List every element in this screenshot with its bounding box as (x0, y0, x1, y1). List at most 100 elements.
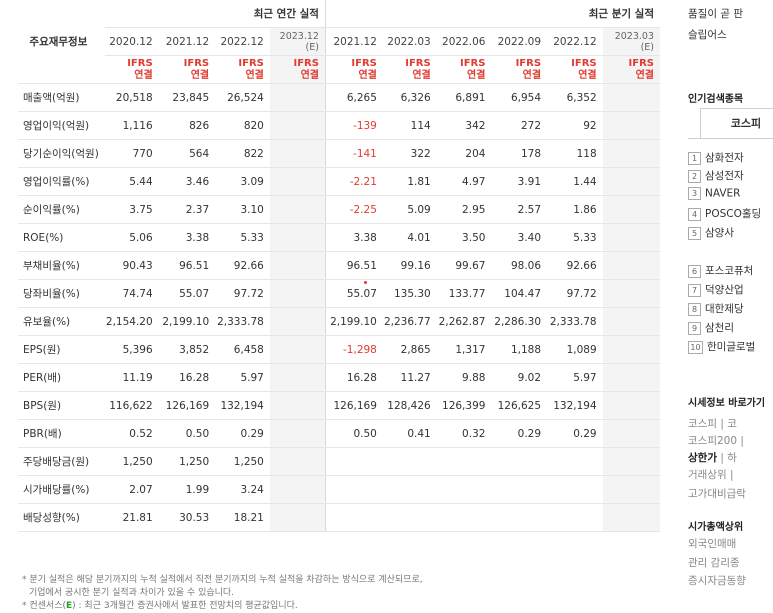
stock-name: 포스코퓨처 (705, 265, 754, 277)
rank-number: 9 (688, 321, 701, 335)
table-row: ROE(%) 5.06 3.38 5.33 3.38 4.01 3.50 3.40 5.33 (18, 223, 660, 252)
table-cell: 6,891 (436, 83, 492, 112)
table-cell: 3.09 (215, 167, 270, 196)
table-cell (547, 475, 603, 504)
market-link-foreign[interactable]: 외국인매매 (688, 538, 737, 550)
row-label[interactable]: PBR(배) (18, 419, 105, 448)
table-cell (547, 447, 603, 476)
market-link-upper-limit[interactable]: 상한가 | 하 (688, 452, 737, 464)
table-cell: 0.29 (491, 419, 548, 448)
market-cap-title[interactable]: 시가총액상위 (688, 522, 744, 533)
table-cell: 5.06 (104, 223, 159, 252)
table-cell: -1,298 (325, 335, 383, 364)
standard-row: IFRS 연결 IFRS 연결 IFRS 연결 IFRS 연결 IFRS 연결 IFRS 연결 IFRS… (18, 55, 660, 84)
row-label[interactable]: PER(배) (18, 363, 105, 392)
popular-stock-item[interactable]: 8 대한제당 (688, 301, 744, 316)
table-cell: 2,236.77 (382, 307, 437, 336)
table-cell: 96.51 (325, 251, 383, 280)
popular-stock-item[interactable]: 1 삼화전자 (688, 150, 744, 165)
table-cell: 0.50 (158, 419, 216, 448)
table-cell (269, 195, 326, 224)
table-cell: 98.06 (491, 251, 548, 280)
sidebar-ad-text-2[interactable]: 슬립어스 (688, 29, 727, 41)
table-cell: 0.29 (547, 419, 603, 448)
table-row: 배당성향(%) 21.81 30.53 18.21 (18, 503, 660, 532)
row-label[interactable]: 주당배당금(원) (18, 447, 105, 476)
table-row: PBR(배) 0.52 0.50 0.29 0.50 0.41 0.32 0.29 0.29 (18, 419, 660, 448)
table-cell: 5.44 (104, 167, 159, 196)
table-cell (269, 419, 326, 448)
table-cell (269, 251, 326, 280)
table-cell: 1,116 (104, 111, 159, 140)
popular-stock-item[interactable]: 3 NAVER (688, 187, 740, 200)
row-label[interactable]: 매출액(억원) (18, 83, 105, 112)
table-cell: 126,169 (325, 391, 383, 420)
popular-stock-item[interactable]: 5 삼양사 (688, 225, 734, 240)
table-cell: 1.44 (547, 167, 603, 196)
table-cell (436, 447, 492, 476)
row-label[interactable]: ROE(%) (18, 223, 105, 252)
footnote-line-2: 기업에서 공시한 분기 실적과 차이가 있을 수 있습니다. (29, 588, 235, 598)
market-link-kospi[interactable]: 코스피 | 코 (688, 418, 737, 430)
stock-name: 한미글로벌 (707, 341, 756, 353)
standard-header: IFRS 연결 (547, 55, 603, 84)
stock-name: 삼성전자 (705, 170, 744, 182)
row-label[interactable]: 순이익률(%) (18, 195, 105, 224)
row-label[interactable]: 시가배당률(%) (18, 475, 105, 504)
table-cell (325, 503, 383, 532)
row-label[interactable]: 배당성향(%) (18, 503, 105, 532)
table-cell: 2.57 (491, 195, 548, 224)
table-cell: 2.07 (104, 475, 159, 504)
table-row: 시가배당률(%) 2.07 1.99 3.24 (18, 475, 660, 504)
popular-stock-item[interactable]: 9 삼천리 (688, 320, 734, 335)
period-header: 2020.12 (104, 27, 159, 56)
table-cell: 770 (104, 139, 159, 168)
table-cell: 5.97 (215, 363, 270, 392)
market-link-high-drop[interactable]: 고가대비급락 (688, 488, 746, 500)
row-label[interactable]: BPS(원) (18, 391, 105, 420)
table-cell (269, 335, 326, 364)
table-cell: 820 (215, 111, 270, 140)
table-cell: 0.32 (436, 419, 492, 448)
right-sidebar: 품질이 곧 판 슬립어스 인기검색종목 코스피 1 삼화전자 2 삼성전자 3 NAVER… (688, 0, 773, 597)
market-link-funds[interactable]: 증시자금동향 (688, 575, 746, 587)
table-cell: 126,399 (436, 391, 492, 420)
row-label[interactable]: 영업이익률(%) (18, 167, 105, 196)
table-cell (491, 503, 548, 532)
row-label[interactable]: EPS(원) (18, 335, 105, 364)
popular-stock-item[interactable]: 6 포스코퓨처 (688, 263, 753, 278)
tab-kospi[interactable]: 코스피 (700, 108, 773, 139)
table-cell: 1.99 (158, 475, 216, 504)
footnote-line-3: * 컨센서스(E) : 최근 3개월간 증권사에서 발표한 전망치의 평균값입니… (22, 601, 298, 611)
table-cell: 5,396 (104, 335, 159, 364)
rank-number: 5 (688, 226, 701, 240)
popular-stock-item[interactable]: 2 삼성전자 (688, 168, 744, 183)
table-cell (602, 223, 660, 252)
stock-name: 삼양사 (705, 227, 734, 239)
market-link-kospi200[interactable]: 코스피200 | (688, 435, 744, 447)
table-cell: 1,250 (104, 447, 159, 476)
table-cell (602, 447, 660, 476)
period-header: 2021.12 (158, 27, 216, 56)
table-cell: 99.67 (436, 251, 492, 280)
popular-stock-item[interactable]: 4 POSCO홀딩 (688, 206, 761, 221)
sidebar-ad-text-1[interactable]: 품질이 곧 판 (688, 8, 743, 20)
popular-stock-item[interactable]: 10 한미글로벌 (688, 339, 755, 354)
table-cell: 16.28 (325, 363, 383, 392)
row-label[interactable]: 당기순이익(억원) (18, 139, 105, 168)
table-cell: 6,326 (382, 83, 437, 112)
table-cell: 118 (547, 139, 603, 168)
market-link-volume[interactable]: 거래상위 | (688, 469, 734, 481)
row-label[interactable]: 유보율(%) (18, 307, 105, 336)
rank-number: 4 (688, 207, 701, 221)
popular-stock-item[interactable]: 7 덕양산업 (688, 282, 744, 297)
table-cell (602, 335, 660, 364)
row-label[interactable]: 당좌비율(%) (18, 279, 105, 308)
row-label[interactable]: 부채비율(%) (18, 251, 105, 280)
row-label[interactable]: 영업이익(억원) (18, 111, 105, 140)
table-cell: 18.21 (215, 503, 270, 532)
market-link-managed[interactable]: 관리 감리종 (688, 557, 740, 569)
header-group-row: 주요재무정보 최근 연간 실적 최근 분기 실적 (18, 0, 660, 84)
table-cell: 104.47 (491, 279, 548, 308)
row-label-header: 주요재무정보 (18, 0, 105, 84)
